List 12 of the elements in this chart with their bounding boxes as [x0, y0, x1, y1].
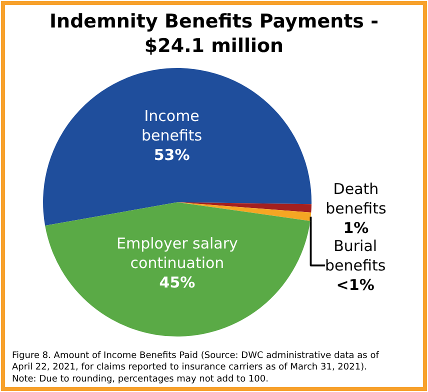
- caption: Figure 8. Amount of Income Benefits Paid (Source: DWC administrative data as of April 22, 2021, for claims reported to insurance carriers as of March 31, 2021). Note: Due to rounding, percentages may not add to 100.: [12, 351, 380, 384]
- data-label: 53%: [154, 146, 190, 164]
- slice-label: Employer salary continuation: [116, 234, 238, 272]
- pie-slice: [45, 202, 310, 336]
- pie-slice: [43, 68, 312, 226]
- data-label: 1%: [343, 218, 369, 237]
- slice-label: Burial benefits: [325, 236, 386, 274]
- slice-label: Death benefits: [326, 180, 386, 218]
- data-label: <1%: [336, 276, 374, 294]
- chart-title: Indemnity Benefits Payments - $24.1 million: [49, 10, 379, 58]
- slice-label: Income benefits: [141, 106, 202, 144]
- data-label: 45%: [159, 273, 196, 292]
